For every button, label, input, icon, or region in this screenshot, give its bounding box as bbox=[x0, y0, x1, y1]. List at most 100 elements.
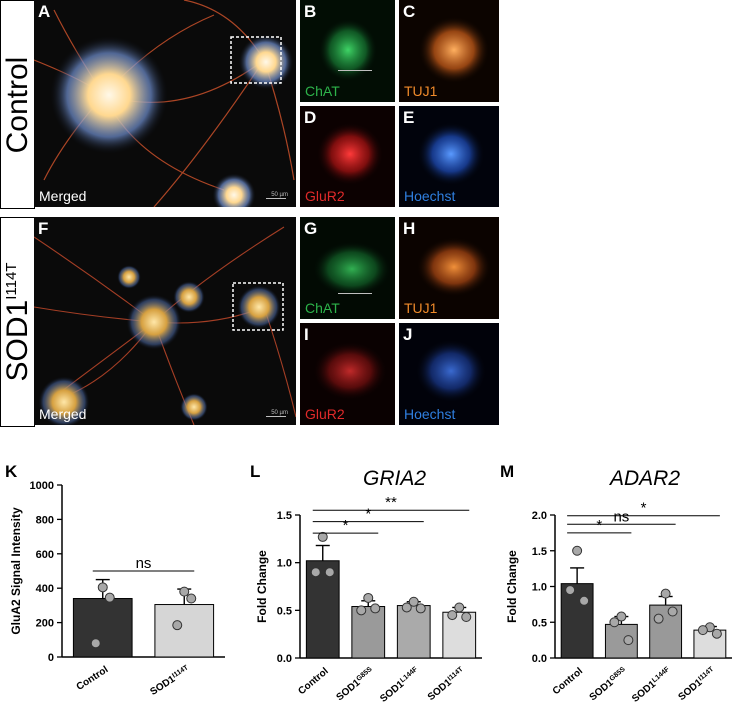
scale-bar-b bbox=[338, 70, 372, 71]
x-tick-label: SOD1L144F bbox=[630, 665, 674, 705]
panel-f-merged: F Merged 50 µm bbox=[34, 217, 296, 425]
panel-b-caption: ChAT bbox=[305, 83, 340, 99]
panel-a-caption: Merged bbox=[39, 188, 87, 204]
panel-letter-i: I bbox=[304, 325, 309, 344]
chart-l: 0.0 0.5 1.0 1.5 Fold Change Control SOD1G85SSO… bbox=[255, 494, 482, 705]
panel-letter-a: A bbox=[38, 2, 51, 21]
data-point bbox=[172, 620, 183, 631]
data-point bbox=[565, 585, 576, 596]
y-tick-label: 400 bbox=[36, 583, 54, 595]
data-point bbox=[660, 588, 671, 599]
row-label-mutant: SOD1I114T bbox=[0, 217, 35, 427]
data-point bbox=[579, 595, 590, 606]
y-tick-label: 0.0 bbox=[532, 653, 547, 665]
y-tick-label: 1.5 bbox=[277, 510, 292, 522]
panel-c-caption: TUJ1 bbox=[404, 83, 438, 99]
data-point bbox=[90, 638, 101, 649]
data-point bbox=[623, 635, 634, 646]
merged-image-mutant bbox=[34, 226, 296, 425]
bar bbox=[396, 605, 431, 659]
data-point bbox=[572, 545, 583, 556]
y-tick-label: 200 bbox=[36, 618, 54, 630]
panel-letter-f: F bbox=[38, 219, 49, 238]
y-tick-label: 0 bbox=[48, 652, 54, 664]
row-label-control: Control bbox=[0, 0, 35, 209]
data-point bbox=[697, 625, 708, 636]
data-point bbox=[401, 602, 412, 613]
scale-bar-label-f: 50 µm bbox=[271, 410, 288, 416]
chart-letter-m: M bbox=[500, 462, 515, 481]
panel-letter-j: J bbox=[403, 325, 413, 344]
x-tick-label: SOD1I114T bbox=[676, 665, 718, 703]
significance-label: * bbox=[596, 517, 602, 534]
chart-letter-k: K bbox=[5, 462, 18, 481]
panel-e-caption: Hoechst bbox=[404, 188, 456, 204]
significance-label: * bbox=[365, 506, 371, 523]
panel-j-hoechst: J Hoechst bbox=[399, 323, 499, 425]
scale-bar-g bbox=[338, 293, 372, 294]
panel-j-caption: Hoechst bbox=[404, 406, 456, 422]
y-axis-label: GluA2 Signal Intensity bbox=[9, 507, 23, 635]
scale-bar-label-a: 50 µm bbox=[271, 192, 288, 198]
y-tick-label: 600 bbox=[36, 549, 54, 561]
x-tick-label: Control bbox=[551, 666, 585, 697]
panel-b-chat: B ChAT bbox=[300, 0, 395, 102]
data-point bbox=[447, 610, 458, 621]
data-point bbox=[461, 612, 472, 623]
x-tick-label: SOD1L144F bbox=[378, 665, 422, 705]
panel-c-tuj1: C TUJ1 bbox=[399, 0, 499, 102]
data-point bbox=[310, 567, 321, 578]
panel-letter-d: D bbox=[304, 108, 317, 127]
y-tick-label: 0.5 bbox=[277, 605, 292, 617]
panel-i-caption: GluR2 bbox=[305, 406, 345, 422]
y-tick-label: 1.0 bbox=[532, 582, 547, 594]
scale-bar-a bbox=[266, 198, 286, 199]
chart-k: 0 200 400 600 800 1000 GluA2 Signal Intensity C… bbox=[9, 480, 225, 698]
y-tick-label: 2.0 bbox=[532, 510, 547, 522]
y-tick-label: 800 bbox=[36, 514, 54, 526]
row-label-control-text: Control bbox=[0, 56, 34, 153]
panel-h-tuj1: H TUJ1 bbox=[399, 217, 499, 319]
significance-label: ns bbox=[136, 555, 152, 572]
panel-i-glur2: I GluR2 bbox=[300, 323, 395, 425]
panel-g-chat: G ChAT bbox=[300, 217, 395, 319]
x-tick-label: SOD1G85S bbox=[587, 665, 629, 703]
data-point bbox=[363, 592, 374, 603]
significance-label: ** bbox=[385, 494, 397, 511]
significance-label: ns bbox=[613, 508, 629, 525]
data-point bbox=[324, 567, 335, 578]
row-label-mutant-text: SOD1I114T bbox=[0, 262, 34, 382]
data-point bbox=[179, 586, 190, 597]
panel-d-glur2: D GluR2 bbox=[300, 106, 395, 207]
data-point bbox=[356, 605, 367, 616]
data-point bbox=[370, 603, 381, 614]
chart-letter-l: L bbox=[250, 462, 261, 481]
panel-letter-g: G bbox=[304, 219, 318, 238]
x-tick-label: SOD1G85S bbox=[334, 665, 376, 703]
panel-h-caption: TUJ1 bbox=[404, 300, 438, 316]
data-point bbox=[616, 611, 627, 622]
y-axis-label: Fold Change bbox=[255, 550, 269, 623]
panel-a-merged: A Merged 50 µm bbox=[34, 0, 296, 207]
x-tick-label: Control bbox=[296, 666, 330, 697]
data-point bbox=[653, 613, 664, 624]
y-tick-label: 1.0 bbox=[277, 558, 292, 570]
data-point bbox=[186, 593, 197, 604]
y-axis-label: Fold Change bbox=[505, 550, 519, 623]
bar bbox=[154, 604, 215, 658]
data-point bbox=[454, 602, 465, 613]
data-point bbox=[104, 592, 115, 603]
data-point bbox=[97, 582, 108, 593]
panel-letter-e: E bbox=[403, 108, 415, 127]
data-point bbox=[408, 596, 419, 607]
data-point bbox=[667, 606, 678, 617]
significance-label: * bbox=[343, 517, 349, 534]
x-tick-label: SOD1I114T bbox=[148, 663, 192, 697]
scale-bar-f bbox=[266, 416, 286, 417]
y-tick-label: 1.5 bbox=[532, 546, 547, 558]
y-tick-label: 0.0 bbox=[277, 653, 292, 665]
panel-letter-c: C bbox=[403, 2, 416, 21]
y-tick-label: 0.5 bbox=[532, 617, 547, 629]
chart-m: 0.0 0.5 1.0 1.5 2.0 Fold Change Control SOD1G85… bbox=[505, 500, 732, 705]
panel-g-caption: ChAT bbox=[305, 300, 340, 316]
